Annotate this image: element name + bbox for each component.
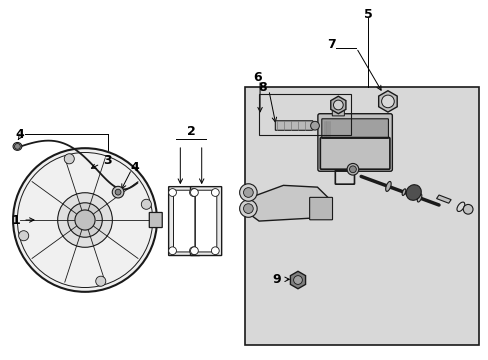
Circle shape: [96, 276, 105, 286]
Circle shape: [243, 188, 253, 197]
FancyBboxPatch shape: [321, 119, 387, 138]
Circle shape: [13, 148, 157, 292]
FancyBboxPatch shape: [149, 212, 162, 228]
Ellipse shape: [406, 185, 420, 200]
Text: 6: 6: [252, 71, 261, 84]
Ellipse shape: [401, 189, 405, 195]
Circle shape: [189, 247, 197, 255]
Circle shape: [58, 193, 112, 247]
Text: 4: 4: [130, 161, 139, 174]
Circle shape: [346, 163, 358, 175]
Circle shape: [243, 204, 253, 213]
Circle shape: [64, 154, 74, 164]
Circle shape: [112, 186, 123, 198]
Text: 3: 3: [91, 154, 111, 168]
Circle shape: [349, 166, 356, 173]
Circle shape: [115, 189, 121, 195]
Circle shape: [211, 247, 219, 255]
FancyBboxPatch shape: [168, 186, 200, 256]
FancyBboxPatch shape: [173, 190, 195, 252]
Polygon shape: [244, 185, 331, 221]
Circle shape: [190, 189, 198, 197]
Text: 9: 9: [272, 273, 281, 286]
Circle shape: [310, 121, 319, 130]
Text: 1: 1: [12, 213, 34, 226]
Circle shape: [189, 189, 197, 197]
Circle shape: [239, 200, 257, 217]
FancyBboxPatch shape: [317, 114, 391, 171]
FancyBboxPatch shape: [195, 190, 216, 252]
FancyBboxPatch shape: [245, 87, 478, 345]
Circle shape: [141, 199, 151, 209]
Circle shape: [211, 189, 219, 197]
Polygon shape: [330, 96, 345, 114]
Ellipse shape: [13, 143, 22, 150]
Text: 8: 8: [257, 81, 266, 94]
Text: 5: 5: [364, 9, 372, 22]
Circle shape: [168, 247, 176, 255]
Ellipse shape: [385, 181, 390, 192]
FancyBboxPatch shape: [275, 121, 312, 130]
Circle shape: [462, 204, 472, 214]
Polygon shape: [436, 195, 450, 203]
Polygon shape: [378, 91, 396, 112]
Ellipse shape: [416, 194, 421, 202]
Circle shape: [381, 95, 393, 108]
FancyBboxPatch shape: [332, 109, 344, 116]
FancyBboxPatch shape: [309, 197, 332, 220]
Text: 7: 7: [326, 39, 335, 51]
Circle shape: [19, 231, 29, 241]
Circle shape: [168, 189, 176, 197]
Circle shape: [68, 203, 102, 237]
Text: 2: 2: [186, 125, 195, 138]
Circle shape: [15, 144, 20, 149]
Circle shape: [293, 276, 302, 284]
Circle shape: [190, 247, 198, 255]
Circle shape: [239, 184, 257, 201]
Polygon shape: [290, 271, 305, 289]
Text: 4: 4: [16, 128, 24, 141]
Circle shape: [75, 210, 95, 230]
FancyBboxPatch shape: [190, 186, 221, 256]
Circle shape: [333, 100, 343, 110]
